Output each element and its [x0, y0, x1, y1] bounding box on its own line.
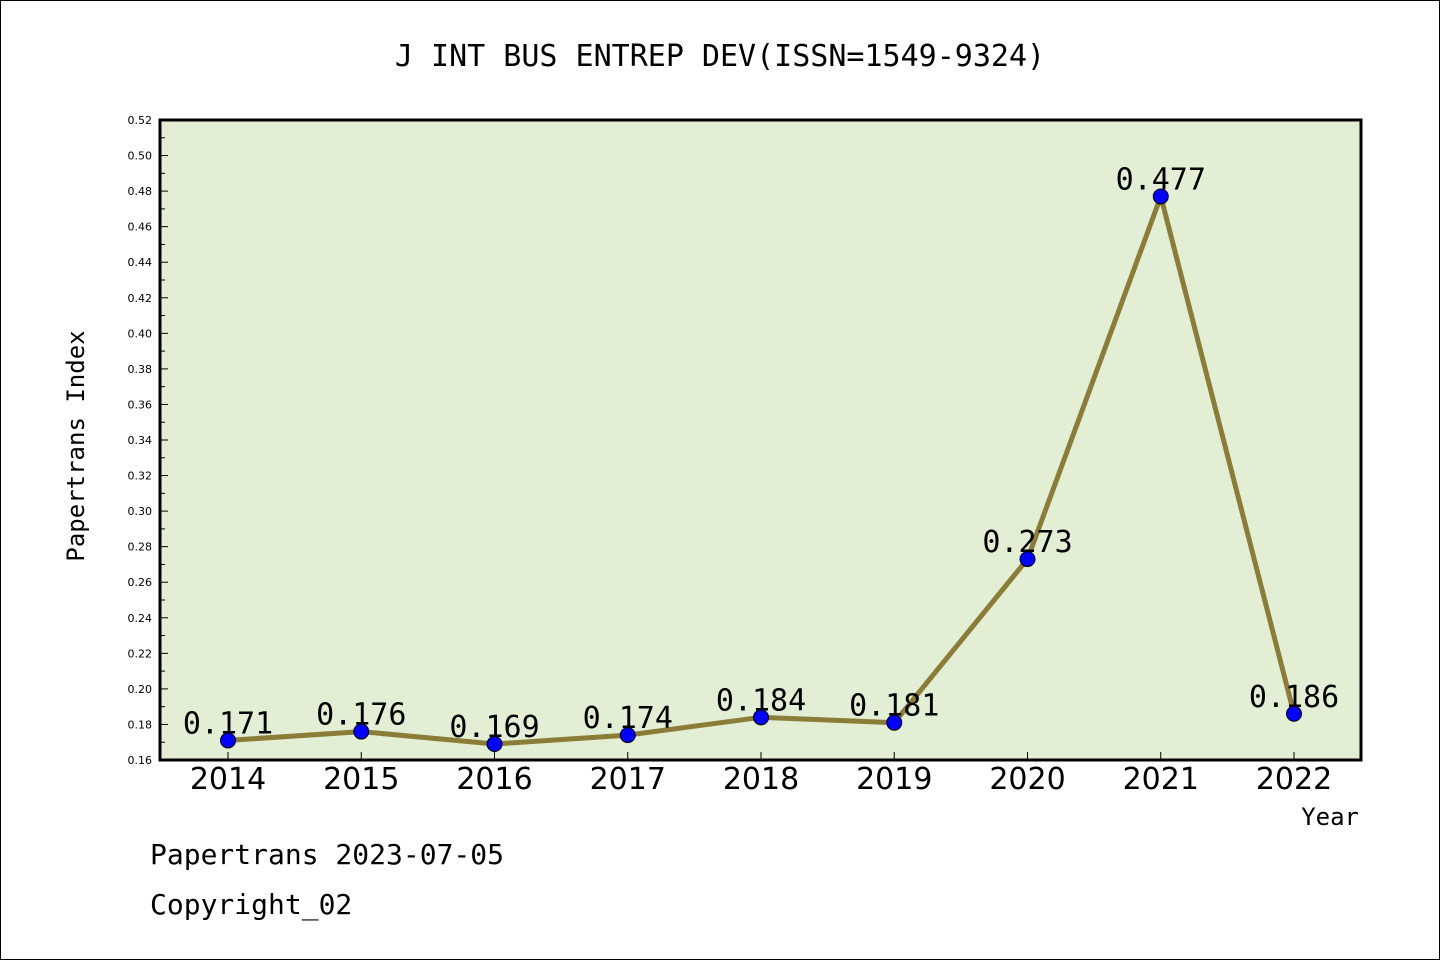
data-label: 0.176 — [316, 698, 406, 733]
x-axis-label: Year — [1301, 803, 1359, 831]
data-label: 0.174 — [583, 701, 673, 736]
y-tick-label: 0.46 — [128, 221, 153, 234]
y-tick-label: 0.48 — [128, 185, 153, 198]
data-point — [220, 732, 236, 749]
data-point — [753, 709, 769, 726]
data-point — [1019, 551, 1036, 568]
data-label: 0.184 — [716, 683, 806, 718]
x-tick-label: 2018 — [723, 762, 799, 797]
y-tick-label: 0.38 — [128, 363, 153, 376]
data-label: 0.477 — [1116, 162, 1206, 197]
data-point — [1286, 705, 1302, 722]
x-tick-label: 2015 — [323, 762, 399, 797]
y-tick-label: 0.22 — [128, 647, 153, 660]
data-point — [1152, 188, 1169, 205]
x-tick-label: 2021 — [1123, 762, 1199, 797]
data-label: 0.181 — [849, 689, 939, 724]
y-axis-label: Papertrans Index — [62, 330, 90, 561]
y-tick-label: 0.28 — [128, 541, 153, 554]
data-point — [486, 736, 503, 752]
data-point — [619, 727, 636, 744]
x-tick-label: 2016 — [456, 762, 532, 797]
data-point — [886, 714, 903, 731]
y-tick-label: 0.26 — [128, 576, 153, 589]
x-axis: 2014 2015 2016 2017 2018 2019 2020 2021 2022 — [190, 752, 1332, 797]
x-tick-label: 2022 — [1256, 762, 1332, 797]
plot-border — [158, 118, 1363, 762]
data-label: 0.273 — [982, 525, 1072, 560]
data-label: 0.171 — [183, 706, 273, 741]
y-tick-label: 0.50 — [128, 150, 153, 163]
x-tick-label: 2014 — [190, 762, 266, 797]
y-tick-label: 0.42 — [128, 292, 153, 305]
y-tick-label: 0.44 — [128, 256, 153, 269]
series-markers — [220, 188, 1302, 752]
y-tick-label: 0.34 — [128, 434, 153, 447]
y-tick-label: 0.52 — [128, 114, 153, 127]
y-tick-label: 0.24 — [128, 612, 153, 625]
chart-title: J INT BUS ENTREP DEV(ISSN=1549-9324) — [395, 39, 1045, 74]
y-tick-label: 0.20 — [128, 683, 153, 696]
y-tick-label: 0.40 — [128, 327, 153, 340]
data-label: 0.169 — [449, 710, 539, 745]
footer-date: Papertrans 2023-07-05 — [150, 838, 504, 871]
data-point — [353, 723, 370, 740]
footer-copyright: Copyright_02 — [150, 888, 352, 922]
data-labels: 0.171 0.176 0.169 0.174 0.184 0.181 0.273 0.477… — [183, 162, 1339, 745]
y-tick-label: 0.36 — [128, 398, 153, 411]
y-tick-label: 0.30 — [128, 505, 153, 518]
x-tick-label: 2019 — [856, 762, 932, 797]
y-tick-label: 0.32 — [128, 470, 153, 483]
data-label: 0.186 — [1249, 680, 1339, 715]
x-tick-label: 2020 — [989, 762, 1065, 797]
y-tick-label: 0.18 — [128, 718, 153, 731]
x-tick-label: 2017 — [590, 762, 666, 797]
plot-area — [160, 120, 1361, 760]
y-tick-label: 0.16 — [128, 754, 153, 767]
